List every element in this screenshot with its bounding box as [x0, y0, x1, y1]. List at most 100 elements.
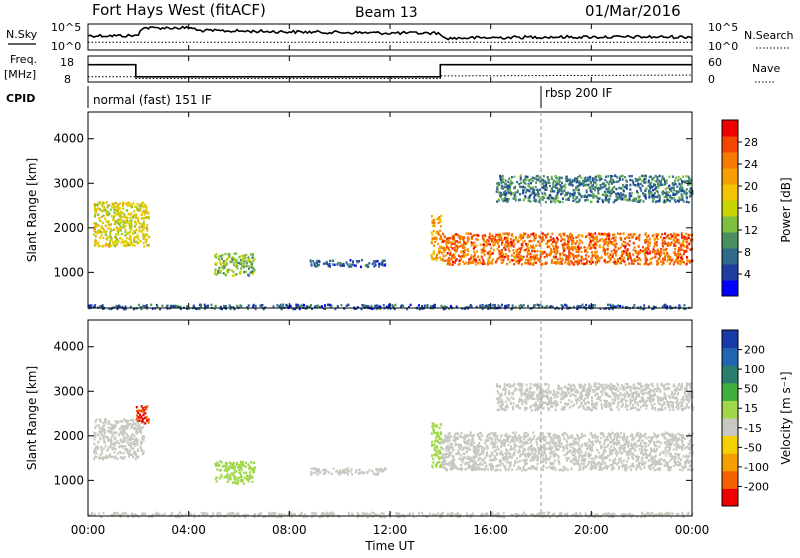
scatter-cell	[597, 256, 599, 258]
scatter-cell	[378, 468, 380, 470]
scatter-cell	[437, 441, 439, 443]
scatter-cell	[511, 182, 513, 184]
scatter-cell	[245, 271, 247, 273]
scatter-cell	[581, 235, 583, 237]
scatter-cell	[613, 181, 615, 183]
scatter-cell	[535, 234, 537, 236]
scatter-cell	[450, 237, 452, 239]
scatter-cell	[529, 240, 531, 242]
scatter-cell	[473, 247, 475, 249]
scatter-cell	[572, 184, 574, 186]
scatter-cell	[467, 239, 469, 241]
scatter-cell	[620, 195, 622, 197]
scatter-cell	[365, 305, 367, 307]
scatter-cell	[544, 234, 546, 236]
scatter-cell	[573, 258, 575, 260]
scatter-cell	[100, 457, 102, 459]
scatter-cell	[605, 176, 607, 178]
scatter-cell	[552, 186, 554, 188]
scatter-cell	[368, 262, 370, 264]
scatter-cell	[633, 263, 635, 265]
scatter-cell	[140, 448, 142, 450]
scatter-cell	[643, 200, 645, 202]
scatter-cell	[686, 261, 688, 263]
scatter-cell	[513, 245, 515, 247]
scatter-cell	[535, 181, 537, 183]
scatter-cell	[662, 242, 664, 244]
scatter-cell	[629, 252, 631, 254]
scatter-cell	[378, 265, 380, 267]
scatter-cell	[609, 192, 611, 194]
scatter-cell	[617, 233, 619, 235]
scatter-cell	[125, 244, 127, 246]
scatter-cell	[604, 260, 606, 262]
scatter-cell	[669, 468, 671, 470]
scatter-cell	[536, 444, 538, 446]
scatter-cell	[661, 252, 663, 254]
scatter-cell	[128, 213, 130, 215]
scatter-cell	[616, 176, 618, 178]
scatter-cell	[107, 211, 109, 213]
scatter-cell	[350, 259, 352, 261]
scatter-cell	[560, 236, 562, 238]
scatter-cell	[618, 247, 620, 249]
scatter-cell	[518, 183, 520, 185]
scatter-cell	[533, 435, 535, 437]
scatter-cell	[246, 478, 248, 480]
scatter-cell	[114, 442, 116, 444]
scatter-cell	[519, 193, 521, 195]
scatter-cell	[587, 251, 589, 253]
scatter-cell	[659, 458, 661, 460]
scatter-cell	[623, 434, 625, 436]
scatter-cell	[592, 236, 594, 238]
scatter-cell	[376, 469, 378, 471]
scatter-cell	[143, 245, 145, 247]
scatter-cell	[141, 226, 143, 228]
scatter-cell	[481, 304, 483, 306]
scatter-cell	[649, 251, 651, 253]
scatter-cell	[117, 440, 119, 442]
scatter-cell	[131, 435, 133, 437]
scatter-cell	[511, 243, 513, 245]
scatter-cell	[236, 263, 238, 265]
scatter-cell	[93, 229, 95, 231]
scatter-cell	[431, 465, 433, 467]
scatter-cell	[361, 304, 363, 306]
scatter-cell	[454, 262, 456, 264]
scatter-cell	[121, 457, 123, 459]
scatter-cell	[112, 448, 114, 450]
scatter-cell	[139, 410, 141, 412]
n-sky-label: N.Sky	[6, 28, 38, 41]
scatter-cell	[631, 433, 633, 435]
scatter-cell	[139, 226, 141, 228]
scatter-cell	[630, 256, 632, 258]
scatter-cell	[542, 179, 544, 181]
scatter-cell	[667, 254, 669, 256]
scatter-cell	[519, 199, 521, 201]
scatter-cell	[559, 233, 561, 235]
scatter-cell	[127, 452, 129, 454]
scatter-cell	[161, 305, 163, 307]
scatter-cell	[145, 408, 147, 410]
scatter-cell	[249, 478, 251, 480]
scatter-cell	[562, 244, 564, 246]
scatter-cell	[678, 183, 680, 185]
scatter-cell	[607, 245, 609, 247]
scatter-cell	[221, 461, 223, 463]
scatter-cell	[122, 208, 124, 210]
scatter-cell	[670, 238, 672, 240]
scatter-cell	[652, 198, 654, 200]
scatter-cell	[678, 260, 680, 262]
scatter-cell	[126, 202, 128, 204]
scatter-cell	[545, 194, 547, 196]
scatter-cell	[575, 179, 577, 181]
scatter-cell	[502, 233, 504, 235]
scatter-cell	[680, 260, 682, 262]
scatter-cell	[562, 252, 564, 254]
scatter-cell	[497, 242, 499, 244]
scatter-cell	[346, 305, 348, 307]
scatter-cell	[98, 245, 100, 247]
scatter-cell	[663, 178, 665, 180]
scatter-cell	[632, 253, 634, 255]
scatter-cell	[580, 259, 582, 261]
